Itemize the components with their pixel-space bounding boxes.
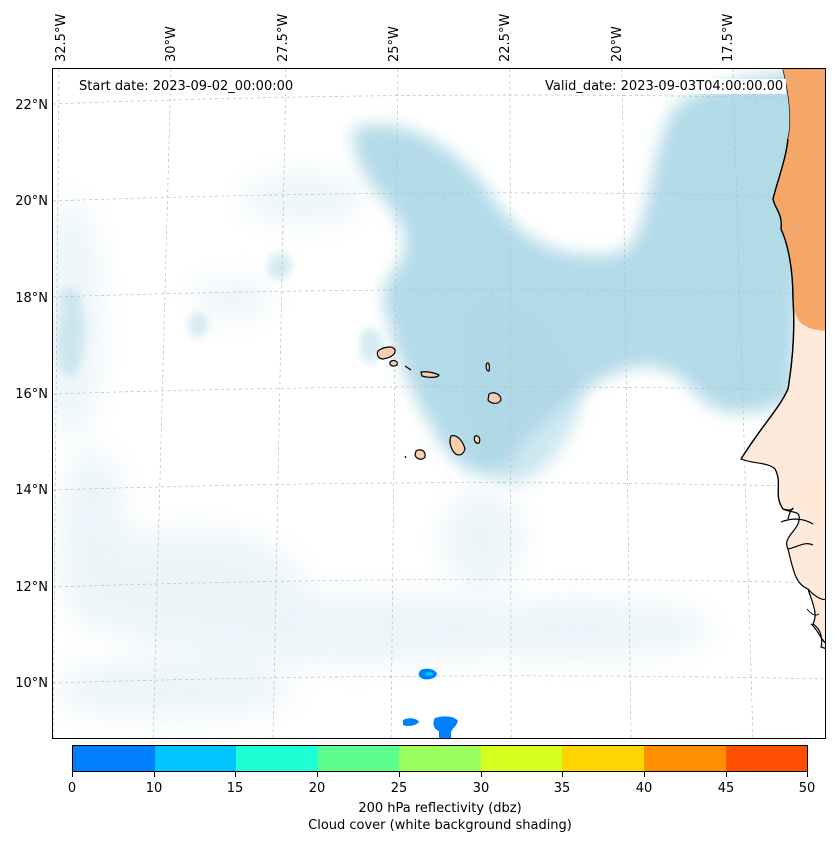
colorbar-tick-label: 0 [67,781,77,796]
colorbar-label: 200 hPa reflectivity (dbz) [358,801,522,816]
map-canvas [53,69,825,738]
map-panel[interactable]: Start date: 2023-09-02_00:00:00 Valid_da… [52,68,826,739]
colorbar-tick [726,772,727,777]
lat-label-12n: 12°N [15,580,48,595]
colorbar-tick-label: 25 [390,781,408,796]
lat-label-14n: 14°N [15,483,48,498]
africa-coast [740,69,825,649]
colorbar-tick-label: 45 [717,781,735,796]
colorbar-tick [399,772,400,777]
colorbar-tick [154,772,155,777]
start-date-label: Start date: 2023-09-02_00:00:00 [76,79,297,94]
colorbar-tick-label: 40 [635,781,653,796]
lat-label-22n: 22°N [15,98,48,113]
colorbar-segment-0-10 [73,746,155,771]
colorbar [72,745,808,772]
lat-label-20n: 20°N [15,194,48,209]
lat-label-16n: 16°N [15,387,48,402]
colorbar-tick [644,772,645,777]
cloud-band [57,69,813,483]
lon-label-32-5w: 32.5°W [54,13,69,62]
colorbar-tick [72,772,73,777]
colorbar-segment-10-15 [154,746,237,771]
colorbar-segment-25-30 [399,746,481,771]
colorbar-segment-35-40 [562,746,644,771]
colorbar-segment-40-45 [643,746,726,771]
valid-date-label: Valid_date: 2023-09-03T04:00:00.00 [542,79,787,94]
colorbar-sublabel: Cloud cover (white background shading) [308,818,572,833]
colorbar-tick [317,772,318,777]
reflectivity-echoes [403,668,458,738]
lat-label-18n: 18°N [15,291,48,306]
colorbar-tick [235,772,236,777]
lon-label-22-5w: 22.5°W [498,13,513,62]
colorbar-segment-20-25 [317,746,400,771]
lon-label-27-5w: 27.5°W [276,13,291,62]
colorbar-tick-label: 20 [308,781,326,796]
graticule [53,69,825,738]
colorbar-tick-label: 30 [472,781,490,796]
colorbar-tick-label: 15 [226,781,244,796]
cape-verde-islands [376,346,502,460]
colorbar-segment-30-35 [480,746,563,771]
lon-label-25w: 25°W [387,26,402,62]
faint-cloud-shading [53,174,713,719]
colorbar-tick-label: 10 [145,781,163,796]
colorbar-tick-label: 50 [798,781,816,796]
colorbar-segment-45-50 [725,746,808,771]
colorbar-tick [481,772,482,777]
lat-label-10n: 10°N [15,676,48,691]
lon-label-30w: 30°W [164,26,179,62]
colorbar-tick [562,772,563,777]
lon-label-17-5w: 17.5°W [721,13,736,62]
colorbar-tick-label: 35 [553,781,571,796]
colorbar-segment-15-20 [236,746,318,771]
lon-label-20w: 20°W [610,26,625,62]
colorbar-tick [807,772,808,777]
